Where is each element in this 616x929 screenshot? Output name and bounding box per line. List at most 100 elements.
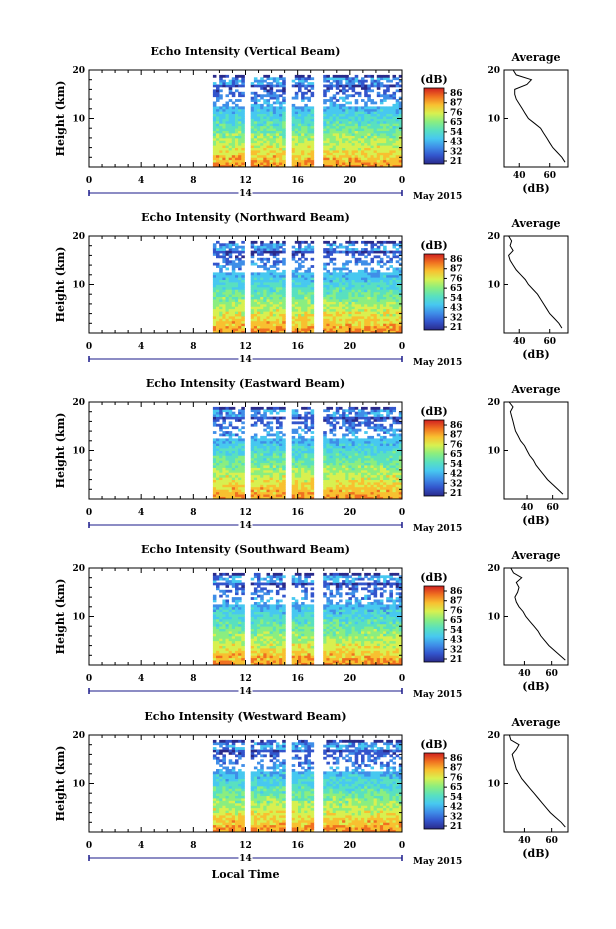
heatmap-cell xyxy=(272,128,277,132)
heatmap-cell xyxy=(225,103,230,107)
heatmap-cell xyxy=(364,282,368,285)
heatmap-cell xyxy=(253,291,258,295)
heatmap-cell xyxy=(228,274,233,278)
heatmap-cell xyxy=(335,145,340,149)
heatmap-cell xyxy=(231,496,236,500)
heatmap-cell xyxy=(392,84,397,88)
heatmap-cell xyxy=(275,253,280,256)
heatmap-cell xyxy=(307,164,311,168)
heatmap-cell xyxy=(212,142,217,146)
heatmap-cell xyxy=(279,308,283,312)
heatmap-cell xyxy=(294,154,299,158)
heatmap-cell xyxy=(225,147,230,151)
heatmap-cell xyxy=(345,450,349,454)
heatmap-cell xyxy=(260,108,264,112)
heatmap-cell xyxy=(348,123,352,127)
heatmap-cell xyxy=(253,157,258,161)
heatmap-cell xyxy=(219,320,223,324)
heatmap-cell xyxy=(351,84,356,88)
heatmap-cell xyxy=(282,303,286,307)
heatmap-cell xyxy=(275,496,280,500)
heatmap-cell xyxy=(398,84,403,88)
heatmap-cell xyxy=(364,91,368,95)
heatmap-cell xyxy=(275,465,280,468)
heatmap-cell xyxy=(364,145,368,149)
heatmap-cell xyxy=(298,316,302,319)
heatmap-cell xyxy=(216,286,220,290)
heatmap-cell xyxy=(332,296,337,300)
heatmap-cell xyxy=(332,299,337,302)
heatmap-cell xyxy=(361,87,365,90)
heatmap-cell xyxy=(257,465,261,468)
heatmap-cell xyxy=(310,147,315,151)
heatmap-cell xyxy=(310,272,315,276)
heatmap-cell xyxy=(222,282,226,285)
heatmap-cell xyxy=(376,250,381,254)
heatmap-cell xyxy=(301,108,305,112)
heatmap-cell xyxy=(282,445,286,449)
heatmap-cell xyxy=(275,125,280,129)
heatmap-cell xyxy=(241,84,245,88)
heatmap-cell xyxy=(222,474,226,478)
heatmap-cell xyxy=(339,79,343,83)
heatmap-cell xyxy=(342,267,346,271)
heatmap-cell xyxy=(354,406,359,410)
heatmap-cell xyxy=(373,140,378,144)
heatmap-cell xyxy=(231,108,236,112)
heatmap-cell xyxy=(335,279,340,283)
heatmap-cell xyxy=(364,137,368,141)
heatmap-cell xyxy=(241,77,245,81)
heatmap-cell xyxy=(357,330,362,334)
heatmap-cell xyxy=(335,313,340,317)
heatmap-cell xyxy=(383,277,387,281)
heatmap-cell xyxy=(219,325,223,329)
heatmap-cell xyxy=(329,164,334,168)
heatmap-cell xyxy=(272,296,277,300)
heatmap-cell xyxy=(361,301,365,305)
heatmap-cell xyxy=(235,419,239,422)
heatmap-cell xyxy=(329,457,334,461)
heatmap-cell xyxy=(253,135,258,139)
heatmap-cell xyxy=(275,489,280,493)
heatmap-cell xyxy=(238,299,242,302)
heatmap-cell xyxy=(348,460,352,464)
heatmap-cell xyxy=(269,96,274,100)
heatmap-cell xyxy=(260,147,264,151)
heatmap-cell xyxy=(364,301,368,305)
heatmap-cell xyxy=(212,282,217,285)
heatmap-cell xyxy=(298,120,302,124)
heatmap-cell xyxy=(253,325,258,329)
heatmap-cell xyxy=(231,472,236,476)
heatmap-cell xyxy=(354,250,359,254)
heatmap-cell xyxy=(335,147,340,151)
heatmap-cell xyxy=(339,111,343,115)
heatmap-cell xyxy=(304,269,308,273)
heatmap-cell xyxy=(225,462,230,466)
heatmap-cell xyxy=(339,96,343,100)
heatmap-cell xyxy=(386,306,390,310)
heatmap-cell xyxy=(357,421,362,425)
heatmap-cell xyxy=(351,142,356,146)
heatmap-cell xyxy=(219,494,223,497)
heatmap-cell xyxy=(282,328,286,331)
x-tick-label: 16 xyxy=(291,176,304,186)
heatmap-cell xyxy=(361,260,365,264)
heatmap-cell xyxy=(275,142,280,146)
heatmap-cell xyxy=(294,162,299,166)
heatmap-cell xyxy=(304,457,308,461)
heatmap-cell xyxy=(345,484,349,488)
heatmap-cell xyxy=(282,325,286,329)
heatmap-cell xyxy=(386,135,390,139)
heatmap-cell xyxy=(395,120,400,124)
heatmap-cell xyxy=(326,479,330,483)
heatmap-cell xyxy=(269,320,274,324)
heatmap-cell xyxy=(294,484,299,488)
heatmap-cell xyxy=(219,274,223,278)
heatmap-cell xyxy=(323,162,327,166)
heatmap-cell xyxy=(354,462,359,466)
heatmap-cell xyxy=(376,142,381,146)
heatmap-cell xyxy=(304,130,308,134)
heatmap-cell xyxy=(269,142,274,146)
heatmap-cell xyxy=(225,262,230,266)
heatmap-cell xyxy=(212,320,217,324)
